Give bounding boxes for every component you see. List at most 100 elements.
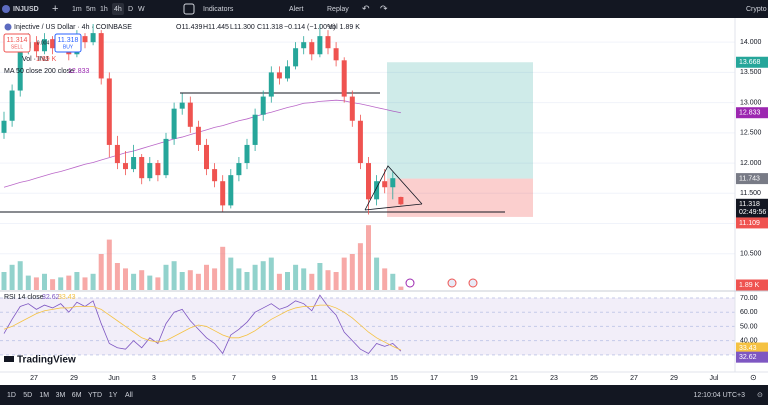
candle-body [212, 169, 218, 182]
time-tick-label: 21 [510, 375, 518, 382]
range-button[interactable]: 1M [39, 392, 49, 399]
event-icon[interactable] [405, 278, 415, 288]
ma-badge-bg [736, 107, 768, 119]
candle-body [179, 102, 185, 109]
volume-bar [179, 272, 185, 290]
sell-price[interactable]: 11.314 [7, 37, 28, 44]
price-tick-label: 12.500 [740, 130, 762, 137]
range-button[interactable]: YTD [88, 392, 102, 399]
timeframe-button[interactable]: D [128, 6, 133, 13]
timeframe-button[interactable]: 4h [114, 6, 122, 13]
candle-body [236, 163, 242, 176]
position-loss [387, 178, 533, 217]
candle-body [114, 144, 120, 164]
sell-label[interactable]: SELL [11, 44, 23, 50]
volume-bar [90, 273, 96, 290]
candle-body [244, 144, 250, 164]
range-button[interactable]: 1Y [109, 392, 118, 399]
ma-badge: 12.833 [739, 110, 761, 117]
candle-body [268, 72, 274, 97]
candle-body [252, 114, 258, 145]
time-tick-label: 27 [630, 375, 638, 382]
logo: TradingView [4, 355, 76, 366]
toolbar-items: INJUSD + Indicators Alert Replay ↶ ↷ Cry… [2, 3, 767, 15]
replay-button[interactable]: Replay [327, 6, 349, 13]
change-value: −0.114 (−1.00%) [284, 24, 336, 31]
candle-body [90, 33, 96, 43]
time-tick-label: 27 [30, 375, 38, 382]
rsi-tick-label: 40.00 [740, 338, 758, 345]
candle-body [349, 96, 355, 121]
candle-body [357, 120, 363, 164]
volume-bar [244, 272, 250, 290]
buy-label[interactable]: BUY [63, 44, 74, 50]
timeframe-button[interactable]: W [138, 6, 145, 13]
candle-body [106, 78, 112, 145]
volume-bar [106, 239, 112, 290]
time-tick-label: 3 [152, 375, 156, 382]
range-button[interactable]: All [125, 392, 133, 399]
range-button[interactable]: 5D [23, 392, 32, 399]
volume-badge: 1.89 K [739, 282, 760, 289]
candle-body [317, 36, 323, 55]
last-price: 11.318 [739, 201, 760, 208]
undo[interactable]: ↶ [362, 3, 370, 13]
volume-bar [212, 268, 218, 290]
candle-body [204, 144, 209, 170]
redo[interactable]: ↷ [380, 3, 388, 13]
market[interactable]: Crypto [746, 6, 767, 13]
price-pane [0, 24, 735, 356]
candle-body [260, 96, 266, 115]
timeframe-button[interactable]: 5m [86, 6, 96, 13]
timeframe-button[interactable]: 1m [72, 6, 82, 13]
time-tick-label: 5 [192, 375, 196, 382]
last-price-bg [736, 198, 768, 218]
candle-body [131, 157, 137, 170]
buy-button[interactable] [54, 33, 82, 53]
add-symbol[interactable]: + [52, 3, 58, 15]
candle-body [276, 72, 282, 79]
trade-buttons: 11.314 SELL 0.004 11.318 BUY [3, 33, 82, 53]
candle-body [341, 60, 347, 97]
volume-bar [50, 279, 56, 290]
range-button[interactable]: 3M [56, 392, 66, 399]
event-icon[interactable] [468, 278, 478, 288]
symbol[interactable]: INJUSD [13, 6, 39, 13]
candle-body [382, 181, 388, 188]
legend-icon [4, 23, 12, 31]
volume-bar [131, 273, 137, 290]
timeframe-button[interactable]: 1h [100, 6, 108, 13]
time-tick-label: 25 [590, 375, 598, 382]
volume-bar [268, 257, 274, 290]
ma-legend-value: 12.833 [68, 68, 90, 75]
ohlc-value: C11.318 [257, 24, 283, 31]
event-icon[interactable] [447, 278, 457, 288]
range-button[interactable]: 1D [7, 392, 16, 399]
sell-button[interactable] [3, 33, 31, 53]
target-badge: 13.668 [739, 59, 761, 66]
candle-body [309, 42, 315, 55]
candle-body [9, 90, 15, 121]
volume-bar [195, 273, 201, 290]
candle-body [50, 39, 56, 49]
volume-bar [341, 257, 347, 290]
settings[interactable]: ⊙ [757, 392, 763, 399]
volume-bar [236, 268, 242, 290]
volume-bar [252, 264, 258, 290]
ma-legend-label: MA 50 close 200 close [4, 68, 74, 75]
volume-bar [301, 268, 307, 290]
alert-button[interactable]: Alert [289, 6, 303, 13]
legend: Injective / US Dollar · 4h · COINBASE Vo… [4, 23, 360, 301]
events [405, 278, 478, 288]
volume-bar [98, 254, 104, 290]
volume-bar [382, 268, 388, 290]
price-tick-label: 14.000 [740, 39, 762, 46]
buy-price[interactable]: 11.318 [58, 37, 79, 44]
range-button[interactable]: 6M [72, 392, 82, 399]
indicators-button[interactable]: Indicators [203, 6, 234, 13]
time-axis-settings[interactable]: ⊙ [750, 373, 757, 382]
rsi-legend-value: 32.62 [42, 294, 60, 301]
candle-body [325, 36, 331, 49]
volume-bar [147, 275, 153, 290]
